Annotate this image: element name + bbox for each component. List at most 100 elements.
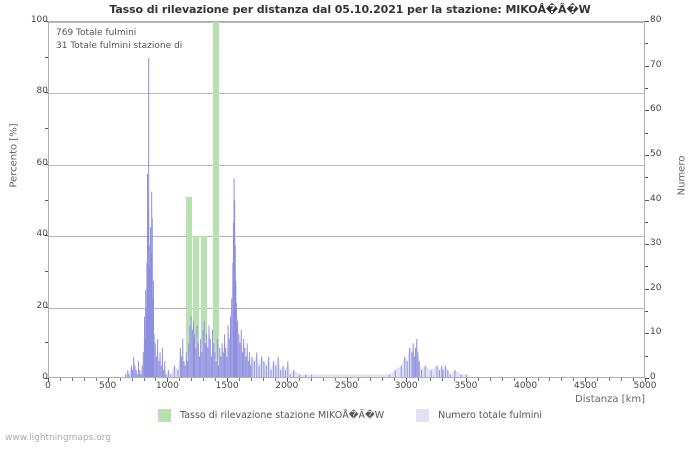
y-left-tickmark: [44, 306, 48, 308]
detection-rate-bar: [185, 196, 192, 377]
x-minor-tickmark: [549, 378, 551, 381]
y-right-tickmark: [645, 378, 649, 379]
x-minor-tickmark: [215, 378, 217, 381]
legend-swatch: [416, 409, 430, 422]
x-minor-tickmark: [370, 378, 372, 381]
x-minor-tickmark: [250, 378, 252, 381]
x-minor-tickmark: [573, 378, 575, 381]
y-left-tick-label: 0: [42, 372, 48, 382]
x-tick-label: 0: [45, 381, 51, 391]
plot-canvas: [49, 22, 644, 377]
y-left-tickmark: [44, 21, 48, 22]
y-right-tickmark: [645, 333, 649, 335]
total-strokes-plot: [124, 57, 468, 377]
y-left-tick-label: 80: [36, 86, 48, 97]
x-minor-tickmark: [191, 378, 193, 381]
x-minor-tickmark: [394, 378, 396, 381]
y-left-tick-label: 100: [30, 15, 48, 25]
x-minor-tickmark: [119, 378, 121, 381]
x-minor-tickmark: [262, 378, 264, 381]
y-right-minor-tickmark: [645, 132, 648, 134]
x-minor-tickmark: [513, 378, 515, 381]
x-minor-tickmark: [609, 378, 611, 381]
x-tickmark: [346, 378, 348, 382]
x-tickmark: [48, 378, 49, 382]
x-minor-tickmark: [274, 378, 276, 381]
x-tickmark: [645, 378, 646, 382]
y-right-tick-label: 30: [650, 238, 662, 249]
x-minor-tickmark: [298, 378, 300, 381]
x-minor-tickmark: [179, 378, 181, 381]
y-left-minor-tickmark: [45, 342, 48, 344]
x-tickmark: [107, 378, 109, 382]
x-minor-tickmark: [310, 378, 312, 381]
x-minor-tickmark: [322, 378, 324, 381]
x-tick-label: 2000: [275, 381, 299, 391]
x-tickmark: [525, 378, 527, 382]
x-minor-tickmark: [453, 378, 455, 381]
y-right-minor-tickmark: [645, 177, 648, 179]
x-tick-label: 5000: [633, 381, 657, 391]
detection-rate-bar: [213, 22, 220, 377]
y-right-minor-tickmark: [645, 221, 648, 223]
y-left-tickmark: [44, 92, 48, 94]
x-minor-tickmark: [430, 378, 432, 381]
y-right-tick-label: 20: [650, 282, 662, 293]
y-left-tick-label: 60: [36, 157, 48, 168]
x-tick-label: 2500: [335, 381, 358, 391]
y-right-minor-tickmark: [645, 355, 648, 357]
y-left-minor-tickmark: [45, 199, 48, 201]
y-left-tickmark: [44, 378, 48, 379]
x-tickmark: [406, 378, 408, 382]
watermark: www.lightningmaps.org: [5, 433, 111, 443]
chart-annotation: 769 Totale fulmini 31 Totale fulmini sta…: [56, 27, 182, 53]
total-strokes-area: [125, 57, 467, 377]
gridline: [49, 22, 644, 23]
gridline: [49, 307, 644, 309]
x-minor-tickmark: [203, 378, 205, 381]
y-right-tickmark: [645, 154, 649, 156]
x-minor-tickmark: [59, 378, 61, 381]
x-minor-tickmark: [621, 378, 623, 381]
y-left-minor-tickmark: [45, 270, 48, 272]
x-minor-tickmark: [95, 378, 97, 381]
y-left-tickmark: [44, 163, 48, 165]
x-minor-tickmark: [418, 378, 420, 381]
y-right-tick-label: 10: [650, 327, 662, 338]
y-right-tickmark: [645, 21, 649, 22]
y-right-tickmark: [645, 288, 649, 290]
x-tickmark: [227, 378, 229, 382]
y-right-minor-tickmark: [645, 43, 648, 45]
y-right-tick-label: 40: [650, 193, 662, 204]
x-tick-label: 3500: [454, 381, 478, 391]
detection-rate-bar: [201, 236, 208, 377]
gridline: [49, 164, 644, 166]
y-left-minor-tickmark: [45, 56, 48, 58]
x-minor-tickmark: [382, 378, 384, 381]
x-minor-tickmark: [334, 378, 336, 381]
x-axis-label: Distanza [km]: [575, 394, 645, 405]
x-minor-tickmark: [633, 378, 635, 381]
y-left-tick-label: 20: [36, 300, 48, 311]
x-tickmark: [286, 378, 288, 382]
annotation-total-strokes: 769 Totale fulmini: [56, 28, 137, 38]
x-minor-tickmark: [143, 378, 145, 381]
y-right-tickmark: [645, 199, 649, 201]
x-tick-label: 500: [99, 381, 117, 391]
y-right-axis-label: Numero: [676, 155, 688, 196]
x-minor-tickmark: [477, 378, 479, 381]
x-minor-tickmark: [501, 378, 503, 381]
x-minor-tickmark: [131, 378, 133, 381]
legend-item[interactable]: Numero totale fulmini: [416, 409, 542, 422]
y-right-tickmark: [645, 244, 649, 246]
legend-swatch: [157, 409, 171, 422]
y-right-minor-tickmark: [645, 87, 648, 89]
plot-area: [48, 21, 645, 378]
chart-legend: Tasso di rilevazione stazione MIKOÅ�Ã�W N…: [0, 409, 700, 422]
y-right-tick-label: 70: [650, 59, 662, 70]
x-minor-tickmark: [561, 378, 563, 381]
legend-label: Tasso di rilevazione stazione MIKOÅ�Ã�W: [179, 410, 385, 421]
legend-item[interactable]: Tasso di rilevazione stazione MIKOÅ�Ã�W: [157, 409, 385, 422]
chart-title: Tasso di rilevazione per distanza dal 05…: [109, 3, 591, 16]
